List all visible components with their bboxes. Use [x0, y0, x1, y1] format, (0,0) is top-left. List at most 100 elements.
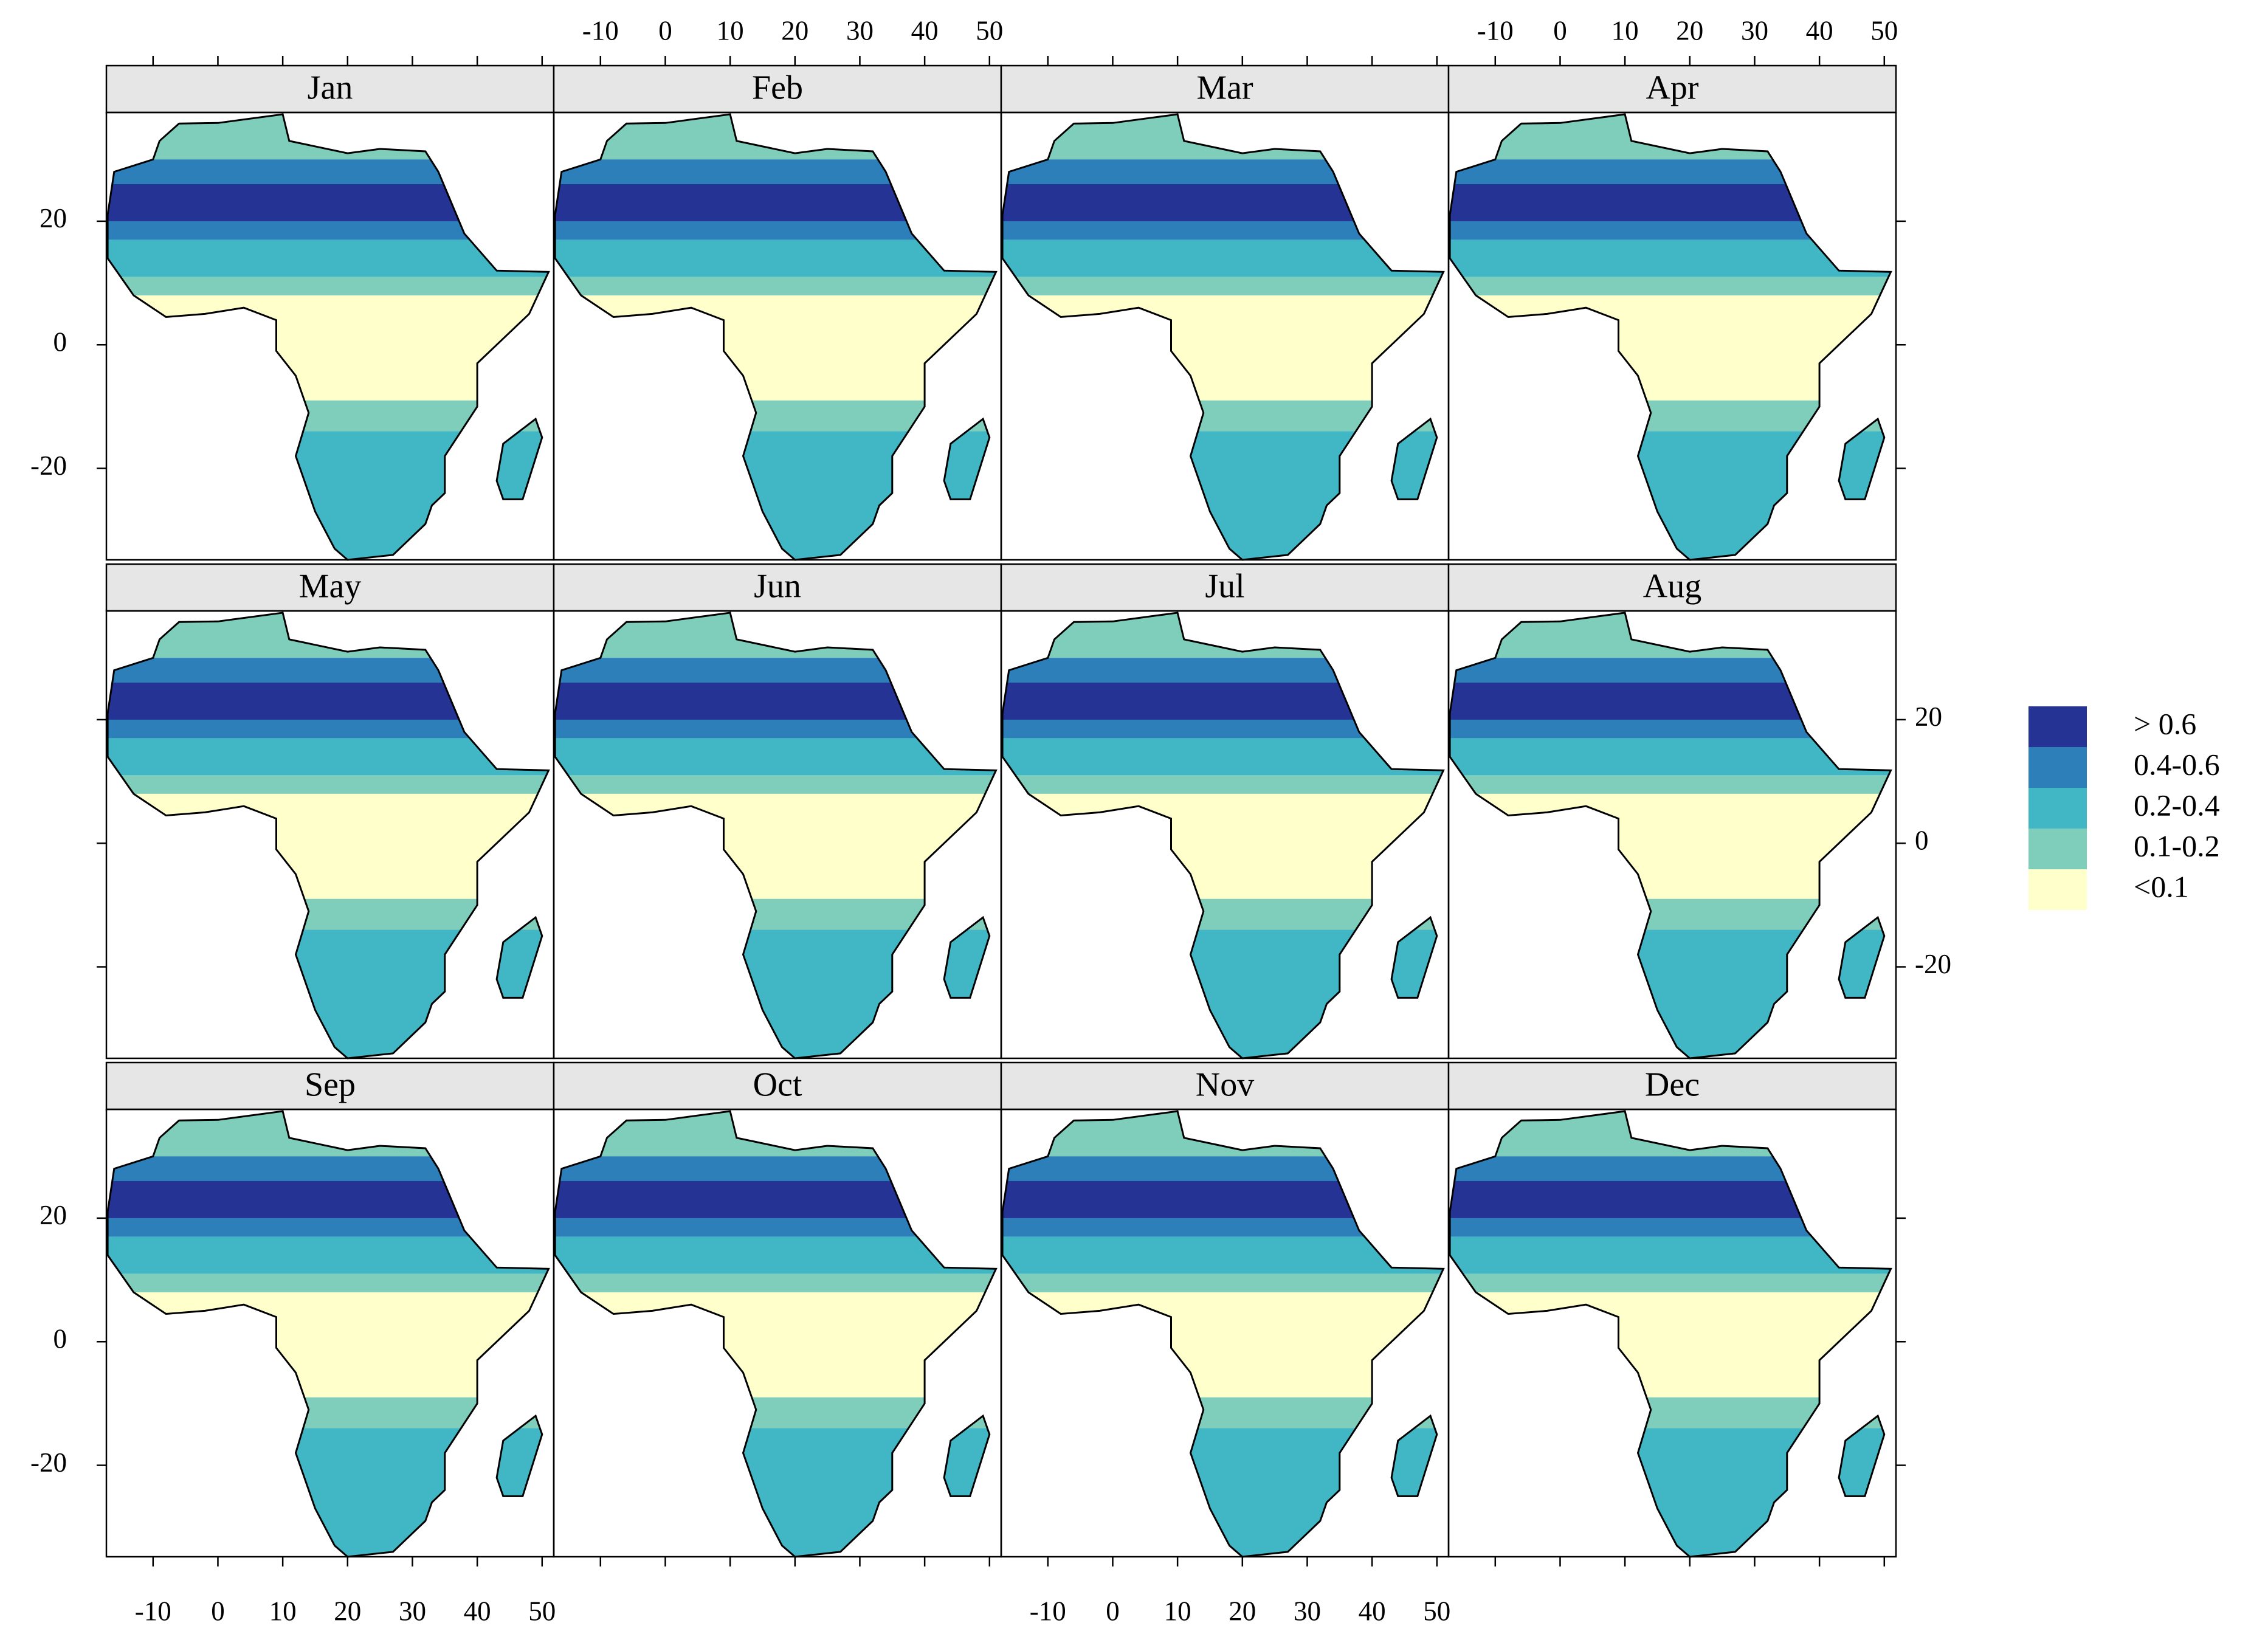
map-fill — [1002, 613, 1444, 1058]
panel-title: Nov — [1196, 1066, 1254, 1103]
zone — [1002, 295, 1444, 401]
legend-label: 0.2-0.4 — [2134, 788, 2220, 822]
map-fill — [1450, 613, 1891, 1058]
x-tick-label: 50 — [1423, 1596, 1450, 1626]
zone — [1002, 184, 1444, 221]
panel-title: Feb — [752, 69, 803, 106]
zone — [1002, 1292, 1444, 1397]
map-fill — [1450, 1111, 1891, 1557]
y-tick-label: 0 — [53, 1324, 67, 1354]
legend-label: > 0.6 — [2134, 706, 2196, 740]
y-tick-label: 20 — [40, 203, 67, 233]
y-tick-label: 0 — [1915, 825, 1929, 856]
panel-title: Aug — [1643, 567, 1701, 605]
zone — [555, 431, 996, 560]
panel-title: Mar — [1196, 69, 1253, 106]
zone — [1450, 775, 1891, 794]
panel-title: Sep — [305, 1066, 356, 1103]
zone — [1002, 277, 1444, 295]
x-tick-label: 0 — [1553, 15, 1567, 46]
zone — [555, 114, 996, 160]
zone — [555, 1292, 996, 1397]
y-tick-label: 20 — [1915, 701, 1942, 732]
zone — [1002, 929, 1444, 1058]
zone — [1002, 400, 1444, 432]
map-fill — [108, 613, 549, 1058]
legend-swatch — [2028, 829, 2087, 869]
strip — [1447, 64, 1897, 114]
zone — [1450, 898, 1891, 930]
zone — [1450, 793, 1891, 899]
legend-label: 0.1-0.2 — [2134, 829, 2220, 863]
zone — [555, 184, 996, 221]
legend-swatch — [2028, 706, 2087, 747]
zone — [108, 1428, 549, 1557]
zone — [555, 682, 996, 720]
zone — [555, 793, 996, 899]
coastline — [1001, 113, 1445, 561]
panel-title: Jun — [754, 567, 801, 605]
zone — [108, 184, 549, 221]
zone — [555, 1180, 996, 1218]
panel-title: Dec — [1645, 1066, 1700, 1103]
zone — [1002, 613, 1444, 658]
coastline — [1449, 1110, 1892, 1558]
x-tick-label: 20 — [781, 15, 808, 46]
x-tick-label: 40 — [1806, 15, 1833, 46]
zone — [555, 400, 996, 432]
zone — [555, 1111, 996, 1157]
zone — [1002, 1273, 1444, 1292]
zone — [555, 775, 996, 794]
map-fill — [1002, 114, 1444, 560]
legend-swatch — [2028, 788, 2087, 829]
zone — [555, 929, 996, 1058]
zone — [108, 898, 549, 930]
coastline — [554, 612, 998, 1060]
x-tick-label: 20 — [1229, 1596, 1256, 1626]
x-tick-label: -10 — [582, 15, 619, 46]
x-tick-label: 40 — [911, 15, 939, 46]
zone — [555, 613, 996, 658]
zone — [1450, 682, 1891, 720]
zone — [108, 1180, 549, 1218]
zone — [108, 1397, 549, 1428]
panel-title: Oct — [753, 1066, 802, 1103]
legend-swatch — [2028, 747, 2087, 788]
zone — [1450, 114, 1891, 160]
zone — [555, 1428, 996, 1557]
zone — [1450, 1111, 1891, 1157]
x-tick-label: 10 — [1611, 15, 1639, 46]
x-tick-label: -10 — [1030, 1596, 1066, 1626]
zone — [108, 613, 549, 658]
zone — [108, 1111, 549, 1157]
panel-title: Jul — [1205, 567, 1244, 605]
zone — [555, 277, 996, 295]
x-tick-label: 40 — [464, 1596, 491, 1626]
strip — [1447, 563, 1897, 612]
strip — [105, 563, 555, 612]
x-tick-label: -10 — [135, 1596, 171, 1626]
zone — [555, 295, 996, 401]
zone — [555, 898, 996, 930]
coastline — [106, 1110, 550, 1558]
zone — [108, 277, 549, 295]
zone — [1450, 1397, 1891, 1428]
map-fill — [555, 1111, 996, 1557]
panel-frame — [1447, 111, 1897, 561]
strip — [1000, 64, 1450, 114]
zone — [1450, 1292, 1891, 1397]
zone — [555, 1273, 996, 1292]
coastline — [106, 612, 550, 1060]
zone — [1450, 1428, 1891, 1557]
zone — [1450, 400, 1891, 432]
panel-title: Jan — [308, 69, 353, 106]
legend-swatch — [2028, 869, 2087, 910]
strip — [553, 1061, 1002, 1111]
zone — [555, 1397, 996, 1428]
strip — [553, 64, 1002, 114]
x-tick-label: 50 — [976, 15, 1003, 46]
zone — [108, 114, 549, 160]
x-tick-label: 50 — [1870, 15, 1898, 46]
x-tick-label: 30 — [1741, 15, 1768, 46]
zone — [1002, 431, 1444, 560]
